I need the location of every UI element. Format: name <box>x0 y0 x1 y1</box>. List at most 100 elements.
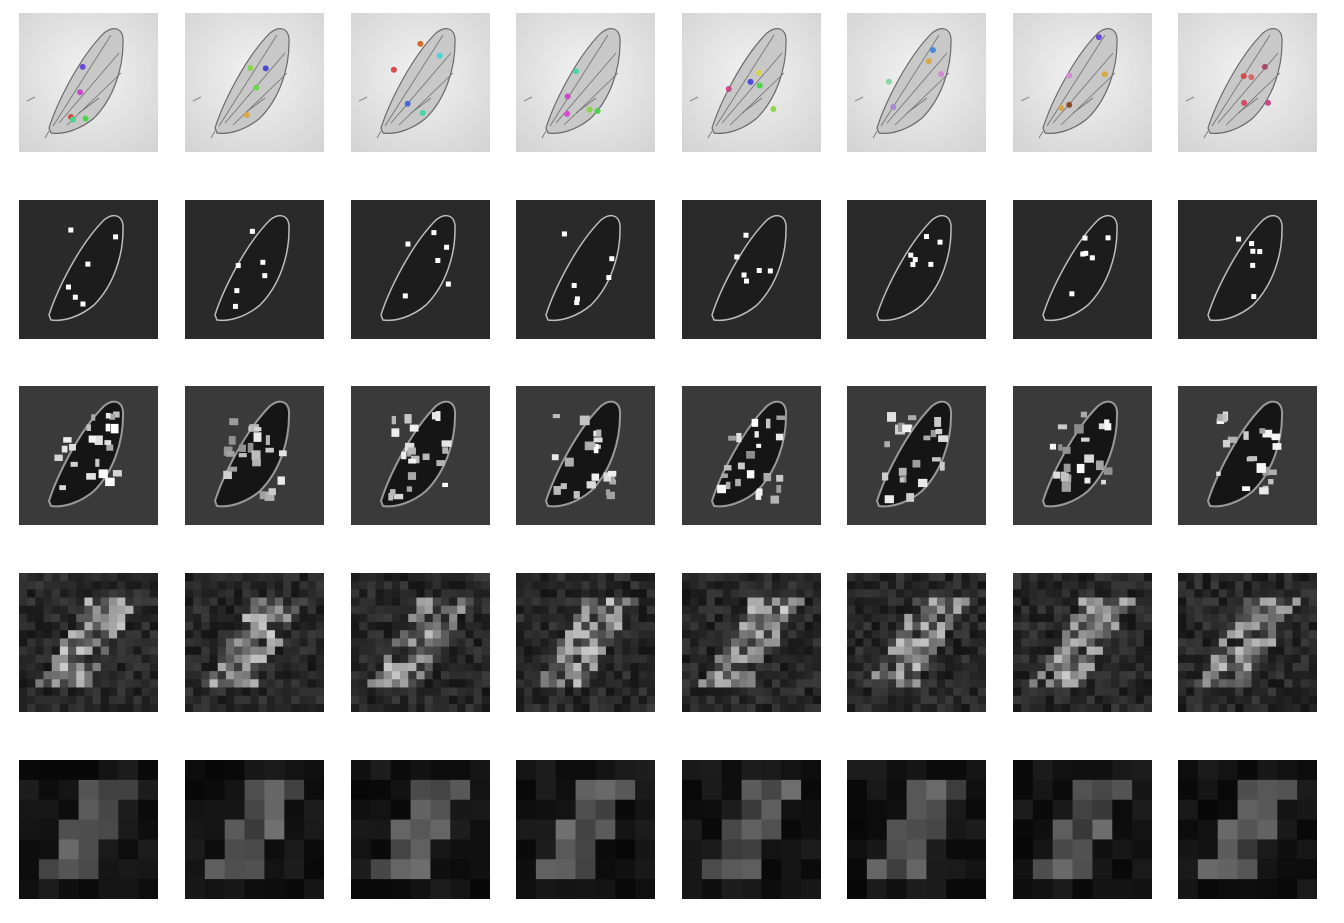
feature-pixel <box>928 703 938 712</box>
landmark-dot <box>885 78 892 85</box>
feature-pixel <box>540 581 550 590</box>
feature-pixel <box>410 879 431 899</box>
feature-pixel <box>1092 819 1113 840</box>
feature-pixel <box>516 879 537 899</box>
feature-pixel <box>242 597 251 607</box>
feature-pixel <box>1135 646 1145 656</box>
feature-pixel <box>1292 654 1301 664</box>
feature-pixel <box>690 703 699 712</box>
feature-pixel <box>1235 605 1244 615</box>
feature-pixel <box>928 646 938 656</box>
feature-pixel <box>622 573 631 582</box>
feature-pixel <box>284 859 305 880</box>
feature-pixel <box>573 662 582 672</box>
feature-pixel <box>291 630 300 639</box>
feature-pixel <box>589 622 599 631</box>
feature-pixel <box>540 654 550 664</box>
feature-pixel <box>432 662 442 672</box>
activation-blob <box>1101 479 1106 485</box>
feature-pixel <box>595 799 616 820</box>
feature-pixel <box>76 654 85 664</box>
feature-pixel <box>1102 573 1112 582</box>
feature-pixel <box>646 573 655 582</box>
feature-pixel <box>721 819 742 840</box>
feature-pixel <box>1178 597 1187 607</box>
feature-pixel <box>1300 703 1310 712</box>
feature-pixel <box>43 597 53 607</box>
activation-spot <box>767 268 773 274</box>
feature-pixel <box>597 597 607 607</box>
feature-pixel <box>701 819 723 840</box>
activation-spot <box>1080 251 1086 257</box>
feature-pixel <box>630 662 639 672</box>
feature-pixel <box>966 779 986 801</box>
feature-pixel <box>351 622 360 631</box>
feature-pixel <box>299 630 308 639</box>
feature-pixel <box>359 630 368 639</box>
feature-pixel <box>698 605 707 615</box>
feature-pixel <box>225 613 235 623</box>
feature-pixel <box>535 819 557 840</box>
wing-image <box>847 386 986 525</box>
feature-pixel <box>98 779 119 801</box>
feature-pixel <box>788 671 797 680</box>
feature-pixel <box>516 646 525 656</box>
feature-pixel <box>690 679 699 688</box>
activation-blob <box>422 453 430 461</box>
feature-pixel <box>698 589 707 598</box>
feature-pixel <box>761 779 782 801</box>
feature-pixel <box>1284 605 1293 615</box>
feature-pixel <box>465 679 474 688</box>
feature-pixel <box>1013 630 1022 639</box>
feature-pixel <box>201 622 210 631</box>
feature-pixel <box>721 799 742 820</box>
feature-pixel <box>945 589 954 598</box>
wing-image <box>1178 386 1317 525</box>
feature-pixel <box>43 581 53 590</box>
feature-pixel <box>548 671 558 680</box>
feature-pixel <box>573 654 582 664</box>
feature-pixel <box>879 679 889 688</box>
feature-pixel <box>78 779 99 801</box>
feature-pixel <box>19 630 28 639</box>
feature-pixel <box>457 613 466 623</box>
wing-image <box>516 386 655 525</box>
wing-image <box>1013 573 1152 712</box>
feature-pixel <box>43 589 53 598</box>
wing-image <box>351 760 490 899</box>
feature-pixel <box>234 646 243 656</box>
feature-pixel <box>524 646 533 656</box>
feature-pixel <box>622 581 631 590</box>
feature-pixel <box>1259 638 1269 647</box>
feature-pixel <box>548 597 558 607</box>
feature-pixel <box>1235 703 1244 712</box>
feature-pixel <box>1021 622 1030 631</box>
feature-pixel <box>796 703 805 712</box>
feature-pixel <box>217 589 227 598</box>
feature-pixel <box>383 646 393 656</box>
feature-pixel <box>35 622 44 631</box>
feature-pixel <box>1037 573 1047 582</box>
feature-pixel <box>1178 613 1187 623</box>
feature-pixel <box>201 573 210 582</box>
feature-pixel <box>904 605 913 615</box>
feature-pixel <box>291 687 300 696</box>
feature-pixel <box>217 654 227 664</box>
feature-pixel <box>35 630 44 639</box>
feature-pixel <box>1292 581 1301 590</box>
feature-pixel <box>138 839 158 860</box>
activation-blob <box>1063 463 1071 473</box>
feature-pixel <box>630 646 639 656</box>
feature-pixel <box>912 605 921 615</box>
activation-spot <box>734 254 740 260</box>
feature-pixel <box>383 613 393 623</box>
feature-pixel <box>771 581 781 590</box>
feature-pixel <box>1086 605 1096 615</box>
activation-blob <box>1057 424 1068 430</box>
feature-pixel <box>812 605 821 615</box>
feature-pixel <box>481 687 490 696</box>
feature-pixel <box>1102 597 1112 607</box>
wing-edge-map <box>1042 214 1118 322</box>
feature-pixel <box>84 687 93 696</box>
